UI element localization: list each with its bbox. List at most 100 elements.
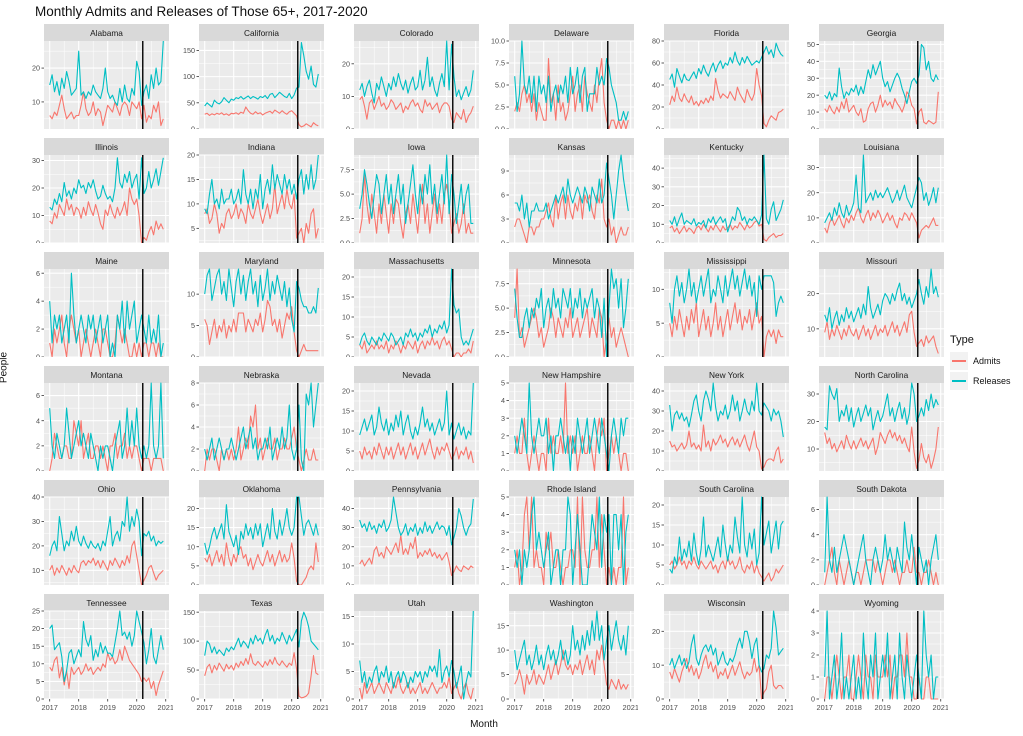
- y-tick-label: 10: [187, 199, 195, 208]
- facet-strip: [199, 252, 324, 269]
- x-tick-label: 2020: [283, 703, 299, 712]
- admits-line: [49, 540, 164, 585]
- facet-strip: [664, 366, 789, 383]
- facet-texas: Texas 0 50 100 150 2017 2018 2019 2020 2021: [173, 594, 328, 715]
- facet-panel: [44, 383, 169, 471]
- y-tick-label: 40: [652, 81, 660, 90]
- facet-strip: [664, 594, 789, 611]
- y-tick-label: 6: [501, 191, 505, 200]
- y-tick-label: 4: [36, 416, 40, 425]
- y-tick-label: 4: [501, 510, 505, 519]
- releases-line: [514, 40, 629, 121]
- admits-line: [669, 556, 784, 582]
- releases-line: [49, 382, 164, 471]
- y-tick-label: 5.0: [340, 190, 350, 199]
- facet-strip-label: Tennessee: [86, 598, 127, 608]
- releases-line: [669, 610, 784, 673]
- y-tick-label: 5: [346, 333, 350, 342]
- y-tick-label: 10: [807, 324, 815, 333]
- x-tick-label: 2019: [409, 703, 425, 712]
- facet-strip: [509, 480, 634, 497]
- facet-chart-svg: South Carolina 0 5 10 15 20: [652, 480, 789, 585]
- facet-strip-label: Illinois: [95, 142, 118, 152]
- y-tick-label: 1: [501, 563, 505, 572]
- x-tick-label: 2018: [845, 703, 861, 712]
- y-tick-label: 0: [501, 239, 505, 243]
- y-tick-label: 10: [342, 427, 350, 436]
- y-tick-label: 5.0: [495, 304, 505, 313]
- y-tick-label: 10: [652, 447, 660, 456]
- y-tick-label: 20: [807, 417, 815, 426]
- releases-line: [359, 382, 474, 440]
- x-tick-label: 2018: [225, 703, 241, 712]
- facet-strip: [199, 24, 324, 41]
- facet-indiana: Indiana 5 10 15 20: [173, 138, 328, 243]
- y-tick-label: 60: [652, 59, 660, 68]
- y-tick-label: 150: [183, 608, 195, 617]
- releases-line: [514, 268, 629, 357]
- facet-chart-svg: Indiana 5 10 15 20: [187, 138, 324, 243]
- releases-line: [824, 43, 939, 105]
- releases-line: [669, 42, 784, 88]
- x-tick-label: 2017: [196, 703, 212, 712]
- releases-line: [669, 268, 784, 324]
- releases-line: [669, 154, 784, 233]
- facet-tennessee: Tennessee 0 5 10 15 20 25 2017 2018 2019 2020 2021: [18, 594, 173, 715]
- y-tick-label: 3: [811, 629, 815, 638]
- facet-chart-svg: Iowa 0.0 2.5 5.0 7.5: [340, 138, 479, 243]
- y-tick-label: 0.0: [340, 239, 350, 243]
- y-tick-label: 30: [807, 163, 815, 172]
- facet-california: California 0 50 100 150: [173, 24, 328, 129]
- facet-kansas: Kansas 0 3 6 9: [483, 138, 638, 243]
- facet-massachusetts: Massachusetts 0 5 10 15 20: [328, 252, 483, 357]
- y-tick-label: 20: [32, 64, 40, 73]
- y-tick-label: 0: [656, 239, 660, 243]
- y-tick-label: 5: [346, 447, 350, 456]
- facet-strip-label: Washington: [550, 598, 594, 608]
- facet-strip: [664, 252, 789, 269]
- facet-strip: [199, 594, 324, 611]
- x-axis-title: Month: [470, 719, 498, 730]
- facet-rhode-island: Rhode Island 0 1 2 3 4 5: [483, 480, 638, 585]
- x-tick-label: 2017: [816, 703, 832, 712]
- facet-panel: [664, 383, 789, 471]
- y-tick-label: 4: [811, 530, 815, 539]
- facet-ohio: Ohio 10 20 30 40: [18, 480, 173, 585]
- admits-line: [824, 91, 939, 125]
- y-tick-label: 50: [187, 98, 195, 107]
- facet-strip: [819, 594, 944, 611]
- y-tick-label: 0: [346, 581, 350, 585]
- y-tick-label: 40: [652, 164, 660, 173]
- x-tick-label: 2019: [719, 703, 735, 712]
- facet-illinois: Illinois 0 10 20 30: [18, 138, 173, 243]
- facet-strip: [819, 24, 944, 41]
- y-tick-label: 0: [191, 581, 195, 585]
- facet-nevada: Nevada 0 5 10 15 20: [328, 366, 483, 471]
- facet-chart-svg: Minnesota 0.0 2.5 5.0 7.5: [495, 252, 634, 357]
- legend-label-admits: Admits: [973, 356, 1001, 366]
- facet-maryland: Maryland 0 5 10: [173, 252, 328, 357]
- y-tick-label: 10: [342, 313, 350, 322]
- facet-strip: [199, 480, 324, 497]
- facet-strip-label: Montana: [90, 370, 123, 380]
- y-tick-label: 30: [652, 407, 660, 416]
- facet-strip-label: Nebraska: [244, 370, 280, 380]
- x-tick-label: 2021: [158, 703, 173, 712]
- y-tick-label: 7.5: [340, 165, 350, 174]
- y-tick-label: 0: [811, 695, 815, 704]
- facet-strip: [819, 366, 944, 383]
- y-tick-label: 6: [36, 391, 40, 400]
- facet-strip-label: Maine: [95, 256, 118, 266]
- legend-title: Type: [950, 334, 974, 346]
- facet-panel: [819, 155, 944, 243]
- y-tick-label: 0: [191, 125, 195, 129]
- facet-chart-svg: Maryland 0 5 10: [187, 252, 324, 357]
- y-tick-label: 20: [187, 504, 195, 513]
- facet-strip-label: Oklahoma: [243, 484, 281, 494]
- y-tick-label: 5: [191, 561, 195, 570]
- facet-colorado: Colorado 0 10 20: [328, 24, 483, 129]
- y-tick-label: 15: [497, 621, 505, 630]
- facet-strip: [44, 480, 169, 497]
- admits-line: [669, 67, 784, 128]
- legend-item-releases: Releases: [950, 372, 1011, 390]
